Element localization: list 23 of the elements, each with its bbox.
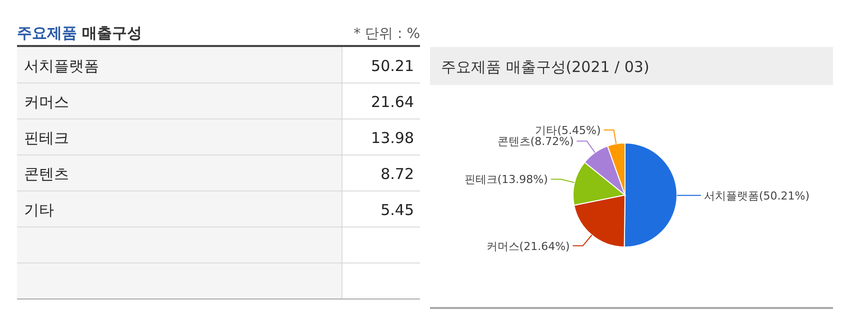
data-label: (13.98%) bbox=[497, 173, 548, 186]
category-label: 콘텐츠 bbox=[24, 165, 69, 183]
data-label: (5.45%) bbox=[557, 124, 601, 137]
category-label: 핀테크 bbox=[24, 129, 69, 147]
data-label: (50.21%) bbox=[759, 189, 810, 202]
category-label: 서치플랫폼 bbox=[24, 57, 99, 75]
text: 주요제품 매출구성 bbox=[17, 24, 142, 42]
chart-title: 주요제품 매출구성(2021 / 03) bbox=[441, 58, 650, 76]
data-label: 5.45 bbox=[380, 201, 414, 219]
slice-label: 콘텐츠 bbox=[497, 135, 530, 148]
data-label: 21.64 bbox=[371, 93, 414, 111]
category-label: 기타 bbox=[24, 201, 54, 219]
text: * 단위 : % bbox=[354, 26, 420, 42]
data-label: 8.72 bbox=[380, 165, 414, 183]
data-label: 50.21 bbox=[371, 57, 414, 75]
slice-label: 커머스 bbox=[486, 240, 520, 253]
data-label: (21.64%) bbox=[519, 240, 570, 253]
data-label: 13.98 bbox=[371, 129, 414, 147]
slice-label: 서치플랫폼 bbox=[704, 189, 759, 202]
slice-label: 핀테크 bbox=[464, 173, 498, 186]
category-label: 커머스 bbox=[24, 93, 69, 111]
slice-label: 기타 bbox=[535, 124, 558, 137]
data-label: (8.72%) bbox=[530, 135, 574, 148]
